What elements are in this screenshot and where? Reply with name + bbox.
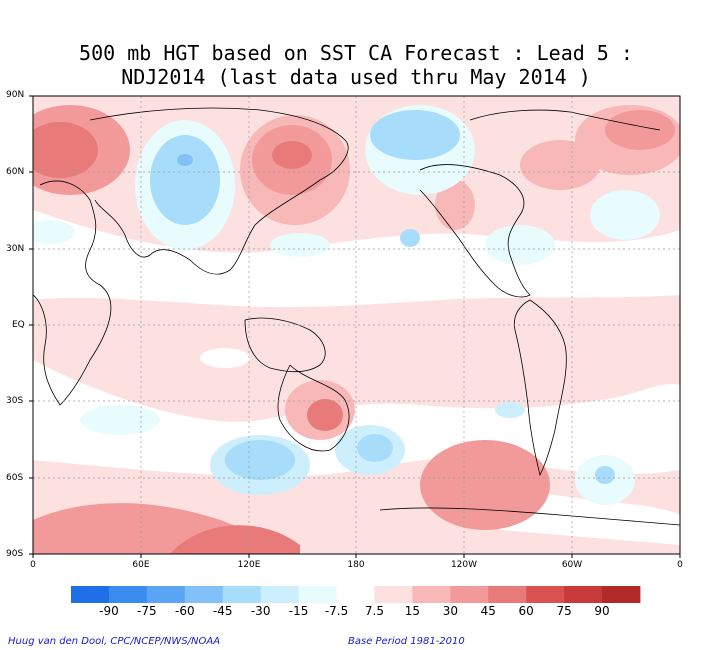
positive-center: [170, 525, 300, 554]
color-bar-label: 30: [442, 604, 458, 618]
color-bar-swatch: [146, 586, 186, 603]
color-bar-label: 7.5: [364, 604, 384, 618]
lon-label: 60W: [561, 560, 583, 570]
color-bar-label: 75: [556, 604, 572, 618]
negative-center: [495, 402, 525, 418]
color-bar-swatch: [184, 586, 224, 603]
color-bar-label: -90: [99, 604, 119, 618]
lon-label: 120W: [450, 560, 478, 570]
negative-center: [595, 466, 615, 484]
lat-label: 30S: [6, 396, 24, 406]
graticule: [33, 96, 680, 554]
color-bar-swatch: [602, 586, 641, 603]
color-bar-label: 15: [404, 604, 421, 618]
lat-label: 90S: [6, 549, 24, 559]
positive-center: [435, 180, 475, 230]
positive-center: [605, 110, 675, 150]
color-bar-label: 45: [480, 604, 496, 618]
lat-label: 90N: [6, 90, 25, 100]
negative-center: [485, 225, 555, 265]
color-bar-swatch: [450, 586, 489, 603]
lon-label: 120E: [237, 560, 261, 570]
color-bar-swatch: [412, 586, 451, 603]
color-bar-label: -45: [212, 604, 233, 618]
negative-center: [225, 440, 295, 480]
color-bar-swatch: [526, 586, 565, 603]
color-bar-label: -7.5: [324, 604, 349, 618]
map-title-line-2: NDJ2014 (last data used thru May 2014 ): [121, 65, 591, 89]
color-bar-label: -75: [137, 604, 157, 618]
map-title-line-1: 500 mb HGT based on SST CA Forecast : Le…: [79, 41, 633, 65]
color-bar-swatch: [336, 586, 375, 603]
positive-center: [33, 122, 98, 178]
lat-label: 60S: [6, 473, 24, 483]
negative-center: [80, 405, 160, 435]
lon-label: 60E: [132, 560, 150, 570]
color-bar-label: -30: [250, 604, 271, 618]
positive-center: [420, 440, 550, 530]
color-bar-swatch: [298, 586, 337, 603]
color-bar-label: 60: [518, 604, 534, 618]
positive-center: [307, 399, 343, 431]
color-bar-swatch: [564, 586, 603, 603]
lat-label: 60N: [6, 167, 25, 177]
lat-label: EQ: [12, 320, 25, 330]
color-bar-swatch: [374, 586, 413, 603]
color-bar-label: 90: [594, 604, 610, 618]
positive-center: [520, 140, 600, 190]
negative-center: [590, 190, 660, 240]
negative-center: [33, 220, 75, 244]
color-bar-swatch: [488, 586, 527, 603]
negative-center: [370, 110, 460, 160]
negative-center: [270, 233, 330, 257]
positive-center: [272, 141, 312, 169]
axis-ticks: [29, 95, 681, 558]
lon-label: 180: [347, 560, 365, 570]
lon-label: 0: [677, 560, 683, 570]
color-bar-label: -60: [174, 604, 195, 618]
color-bar-label: -15: [288, 604, 309, 618]
color-bar-swatch: [71, 586, 110, 603]
lon-label: 0: [30, 560, 36, 570]
lat-label: 30N: [6, 244, 25, 254]
base-period-text: Base Period 1981-2010: [348, 636, 465, 647]
color-bar-swatch: [222, 586, 262, 603]
negative-center: [177, 154, 193, 166]
negative-center: [400, 229, 420, 247]
color-bar-swatch: [260, 586, 299, 603]
negative-center: [150, 135, 220, 225]
contour-fields: [33, 105, 680, 554]
negative-center: [357, 434, 393, 462]
near-zero-band: [33, 210, 680, 308]
credit-text: Huug van den Dool, CPC/NCEP/NWS/NOAA: [8, 636, 221, 647]
negative-center: [200, 348, 250, 368]
color-bar-swatch: [108, 586, 148, 603]
